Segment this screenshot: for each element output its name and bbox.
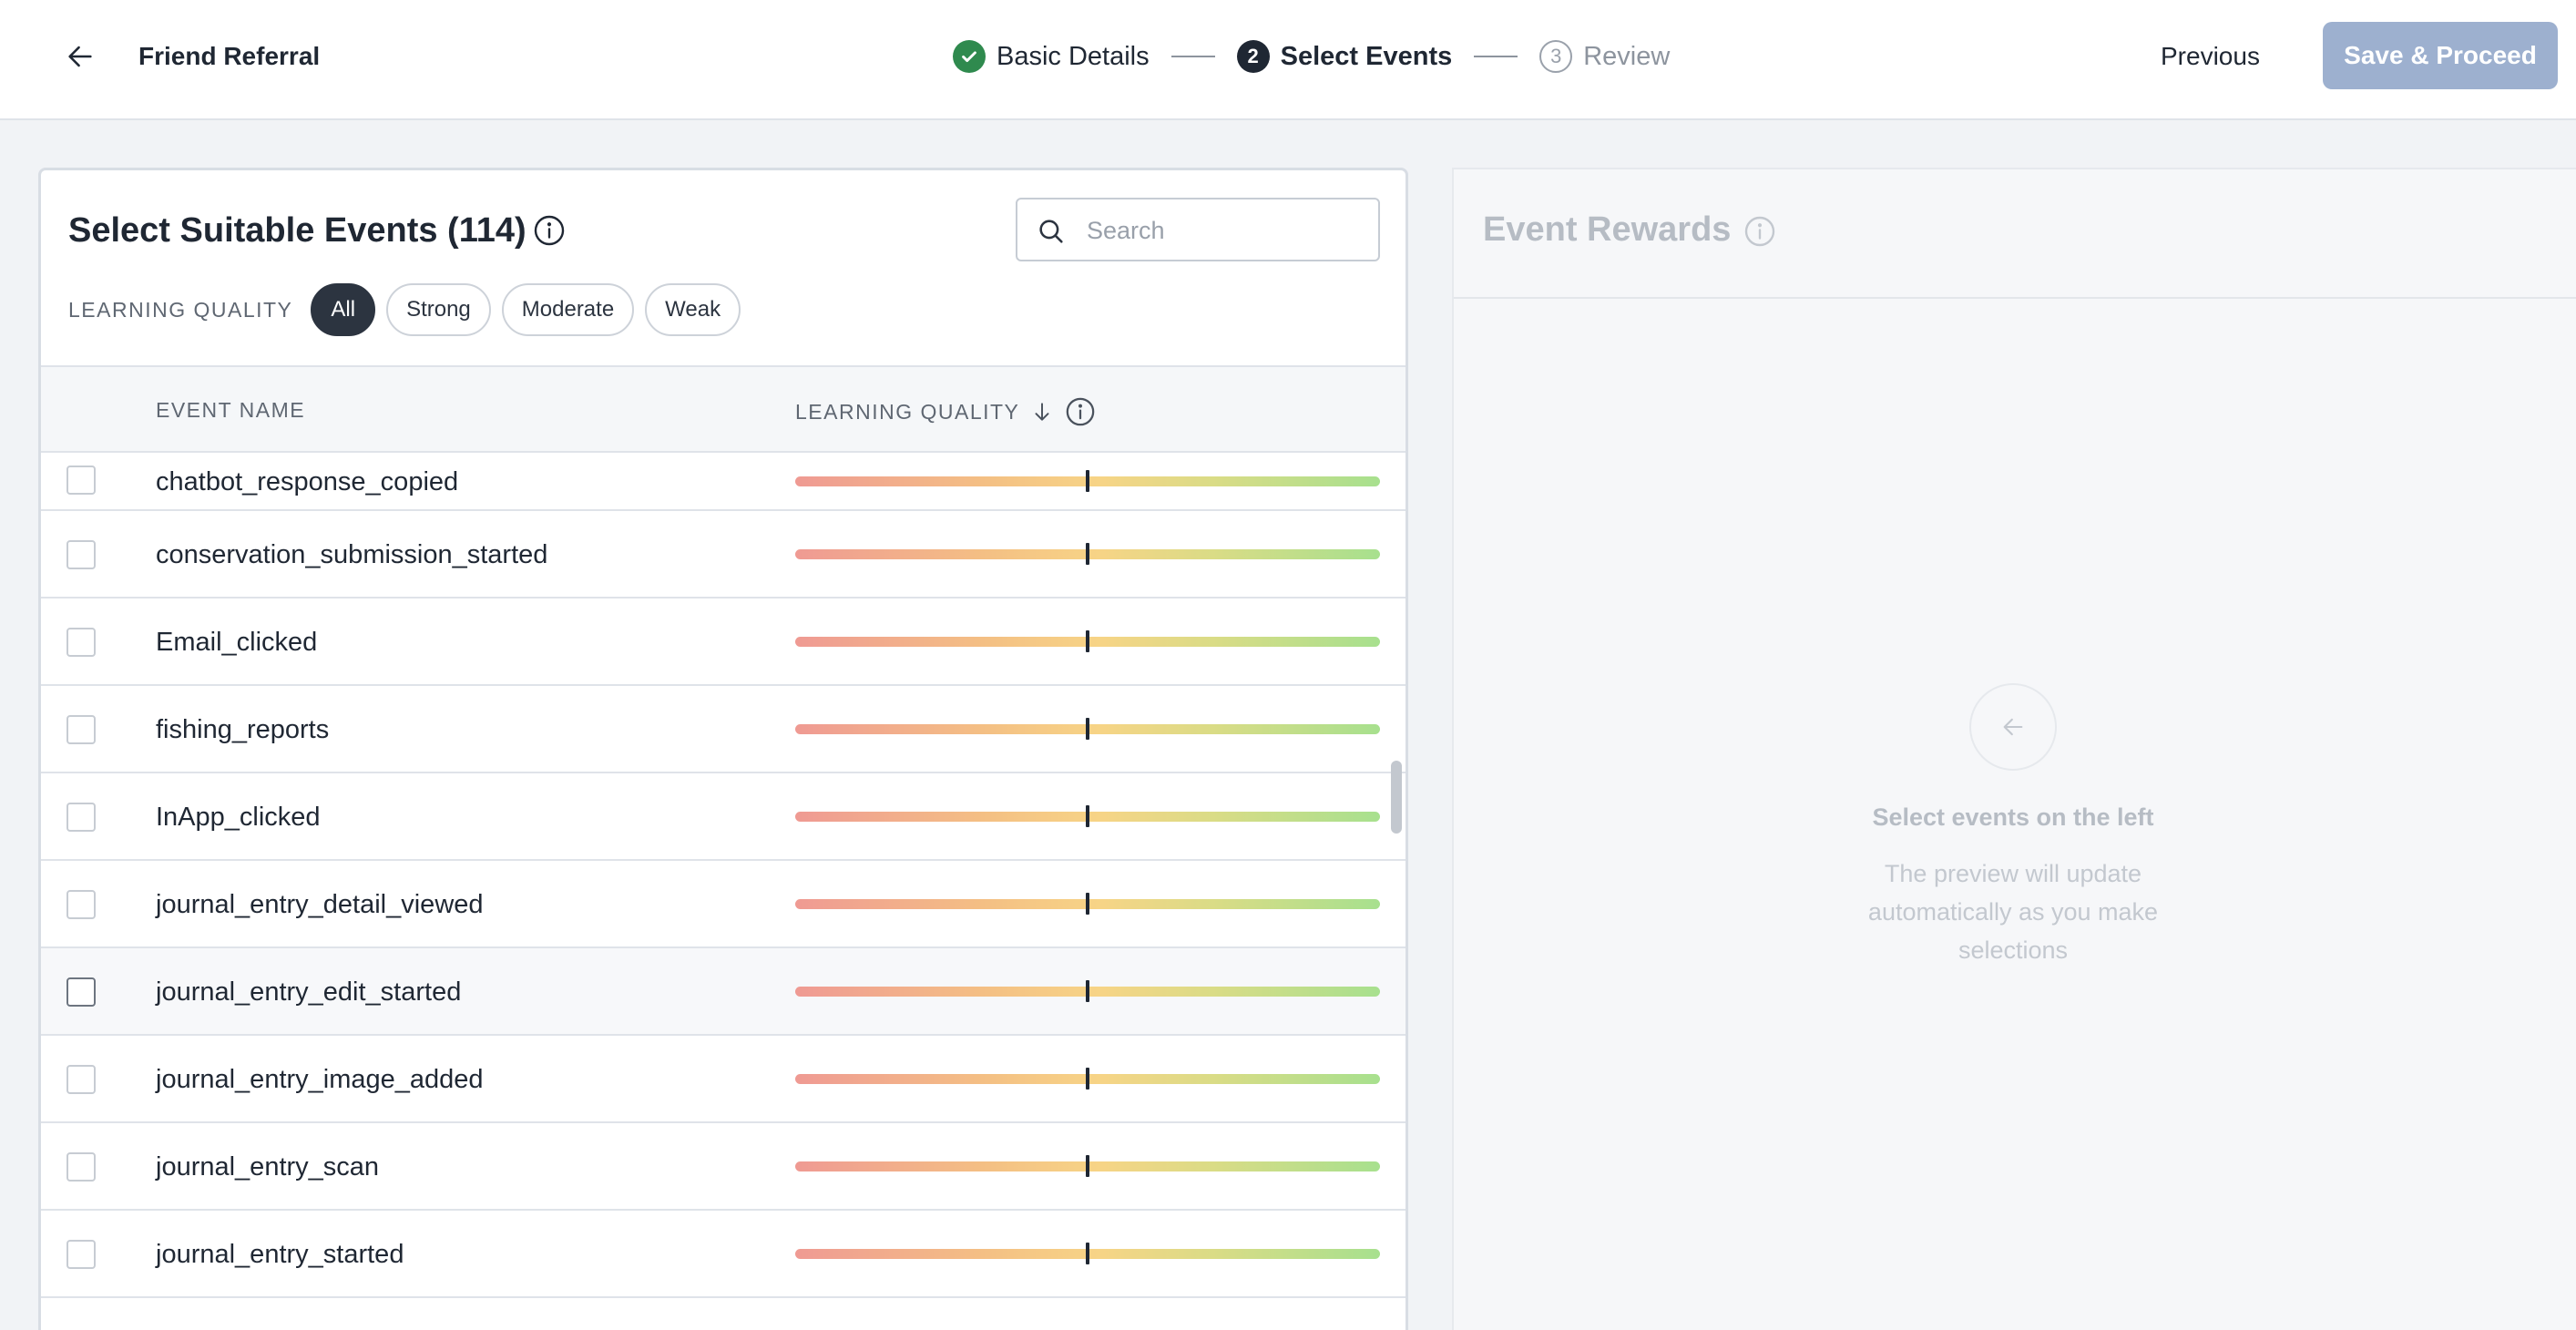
quality-marker — [1086, 893, 1089, 915]
table-header: EVENT NAME LEARNING QUALITY — [41, 365, 1406, 453]
quality-marker — [1086, 630, 1089, 652]
quality-marker — [1086, 1155, 1089, 1177]
row-checkbox[interactable] — [66, 628, 96, 657]
table-row[interactable]: chatbot_response_copied — [41, 453, 1406, 511]
step-number: 2 — [1236, 40, 1270, 73]
empty-state-description: The preview will update automatically as… — [1867, 860, 2159, 964]
divider — [1454, 297, 2576, 299]
learning-quality-filter: LEARNING QUALITY All Strong Moderate Wea… — [68, 283, 741, 336]
quality-marker — [1086, 980, 1089, 1002]
table-row[interactable]: InApp_clicked — [41, 773, 1406, 861]
table-row[interactable]: journal_entry_scan — [41, 1123, 1406, 1211]
save-and-proceed-button[interactable]: Save & Proceed — [2323, 22, 2558, 89]
table-row[interactable]: conservation_submission_started — [41, 511, 1406, 598]
filter-chip-strong[interactable]: Strong — [386, 283, 491, 336]
event-name: journal_entry_image_added — [156, 1065, 484, 1094]
event-name: journal_entry_started — [156, 1240, 404, 1269]
events-panel: Select Suitable Events (114) LEARNING QU… — [38, 168, 1408, 1330]
row-checkbox[interactable] — [66, 803, 96, 832]
table-row[interactable]: journal_entry_edit_started — [41, 948, 1406, 1036]
step-number: 3 — [1539, 40, 1573, 73]
empty-state-badge — [1969, 683, 2057, 771]
event-rewards-panel: Event Rewards Select events on the left … — [1452, 168, 2576, 1330]
step-label: Select Events — [1280, 41, 1453, 71]
row-checkbox[interactable] — [66, 977, 96, 1007]
step-connector — [1474, 56, 1518, 57]
filter-label: LEARNING QUALITY — [68, 297, 293, 322]
events-table-body: chatbot_response_copied conservation_sub… — [41, 453, 1406, 1298]
event-name: journal_entry_scan — [156, 1152, 380, 1182]
event-name: journal_entry_detail_viewed — [156, 890, 484, 919]
event-name: Email_clicked — [156, 628, 318, 657]
table-scrollbar[interactable] — [1391, 761, 1402, 834]
table-row[interactable]: journal_entry_started — [41, 1211, 1406, 1298]
check-icon — [953, 40, 986, 73]
quality-marker — [1086, 805, 1089, 827]
info-icon[interactable] — [1065, 396, 1096, 427]
event-name: chatbot_response_copied — [156, 467, 459, 496]
row-checkbox[interactable] — [66, 540, 96, 569]
arrow-left-icon — [68, 46, 92, 67]
arrow-down-icon[interactable] — [1030, 400, 1054, 424]
table-row[interactable]: fishing_reports — [41, 686, 1406, 773]
row-checkbox[interactable] — [66, 1240, 96, 1269]
quality-marker — [1086, 1243, 1089, 1264]
step-connector — [1170, 56, 1215, 57]
event-name: conservation_submission_started — [156, 540, 548, 569]
step-review[interactable]: 3 Review — [1539, 40, 1670, 73]
search-icon — [1039, 220, 1063, 243]
step-label: Review — [1583, 41, 1671, 71]
row-checkbox[interactable] — [66, 715, 96, 744]
event-name: journal_entry_edit_started — [156, 977, 462, 1007]
row-checkbox[interactable] — [66, 890, 96, 919]
row-checkbox[interactable] — [66, 466, 96, 495]
table-row[interactable]: Email_clicked — [41, 598, 1406, 686]
panel-title: Event Rewards — [1483, 210, 1732, 249]
panel-title: Select Suitable Events (114) — [68, 211, 526, 250]
campaign-title: Friend Referral — [138, 42, 321, 70]
event-name: fishing_reports — [156, 715, 330, 744]
filter-chip-all[interactable]: All — [311, 283, 376, 336]
step-basic-details[interactable]: Basic Details — [953, 40, 1150, 73]
column-header-label: LEARNING QUALITY — [795, 400, 1020, 424]
search-field[interactable] — [1016, 198, 1380, 261]
search-input[interactable] — [1087, 209, 1360, 252]
arrow-left-icon — [2003, 718, 2023, 736]
filter-chip-moderate[interactable]: Moderate — [501, 283, 635, 336]
column-header-event-name[interactable]: EVENT NAME — [156, 398, 306, 422]
row-checkbox[interactable] — [66, 1065, 96, 1094]
info-icon[interactable] — [533, 214, 566, 247]
step-select-events[interactable]: 2 Select Events — [1236, 40, 1453, 73]
quality-marker — [1086, 470, 1089, 492]
back-button[interactable] — [58, 35, 102, 78]
table-row[interactable]: journal_entry_detail_viewed — [41, 861, 1406, 948]
quality-marker — [1086, 718, 1089, 740]
previous-button[interactable]: Previous — [2161, 42, 2260, 70]
quality-marker — [1086, 1068, 1089, 1090]
quality-marker — [1086, 543, 1089, 565]
table-row[interactable]: journal_entry_image_added — [41, 1036, 1406, 1123]
filter-chip-weak[interactable]: Weak — [645, 283, 741, 336]
column-header-learning-quality[interactable]: LEARNING QUALITY — [795, 396, 1096, 427]
stepper: Basic Details 2 Select Events 3 Review — [953, 36, 1670, 77]
row-checkbox[interactable] — [66, 1152, 96, 1182]
top-header: Friend Referral Basic Details 2 Select E… — [0, 0, 2576, 120]
step-label: Basic Details — [997, 41, 1150, 71]
event-name: InApp_clicked — [156, 803, 321, 832]
empty-state-title: Select events on the left — [1872, 803, 2154, 831]
info-icon[interactable] — [1743, 215, 1776, 248]
